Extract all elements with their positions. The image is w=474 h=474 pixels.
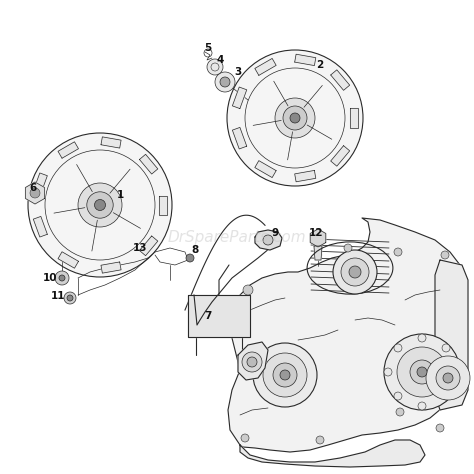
- Text: 5: 5: [204, 43, 211, 53]
- Circle shape: [384, 368, 392, 376]
- Circle shape: [417, 367, 427, 377]
- Circle shape: [442, 344, 450, 352]
- Circle shape: [384, 334, 460, 410]
- Circle shape: [290, 113, 300, 123]
- Polygon shape: [240, 440, 425, 467]
- Circle shape: [452, 368, 460, 376]
- Polygon shape: [295, 54, 316, 65]
- Circle shape: [344, 244, 352, 252]
- Circle shape: [442, 392, 450, 400]
- Text: 8: 8: [191, 245, 199, 255]
- Polygon shape: [101, 262, 121, 273]
- Text: 13: 13: [133, 243, 147, 253]
- Polygon shape: [331, 146, 350, 166]
- Circle shape: [55, 271, 69, 285]
- Circle shape: [227, 50, 363, 186]
- Circle shape: [94, 200, 106, 210]
- Polygon shape: [255, 58, 276, 75]
- Polygon shape: [232, 87, 247, 109]
- Circle shape: [78, 183, 122, 227]
- Text: 4: 4: [216, 55, 224, 65]
- Text: 7: 7: [204, 311, 212, 321]
- Polygon shape: [331, 70, 350, 91]
- Polygon shape: [435, 260, 468, 410]
- Polygon shape: [255, 161, 276, 178]
- Polygon shape: [33, 173, 47, 193]
- Circle shape: [243, 285, 253, 295]
- Text: 1: 1: [117, 190, 124, 200]
- Circle shape: [441, 251, 449, 259]
- Circle shape: [436, 366, 460, 390]
- Polygon shape: [232, 128, 247, 149]
- Polygon shape: [139, 236, 158, 255]
- Circle shape: [59, 275, 65, 281]
- Polygon shape: [238, 342, 268, 380]
- Text: 6: 6: [29, 183, 36, 193]
- Polygon shape: [310, 229, 326, 247]
- Circle shape: [186, 254, 194, 262]
- Text: 2: 2: [316, 60, 324, 70]
- Circle shape: [349, 266, 361, 278]
- Circle shape: [394, 392, 402, 400]
- Polygon shape: [101, 137, 121, 148]
- Polygon shape: [26, 182, 45, 204]
- Circle shape: [333, 250, 377, 294]
- Polygon shape: [255, 230, 282, 250]
- Circle shape: [64, 292, 76, 304]
- Polygon shape: [33, 217, 47, 237]
- Circle shape: [436, 424, 444, 432]
- Circle shape: [396, 408, 404, 416]
- Text: 9: 9: [272, 228, 279, 238]
- Circle shape: [275, 98, 315, 138]
- Polygon shape: [58, 142, 79, 158]
- Circle shape: [394, 344, 402, 352]
- Text: 11: 11: [51, 291, 65, 301]
- Polygon shape: [139, 155, 158, 174]
- Circle shape: [28, 133, 172, 277]
- Circle shape: [418, 402, 426, 410]
- Text: DrSpareParts.com: DrSpareParts.com: [168, 229, 306, 245]
- Circle shape: [220, 77, 230, 87]
- Polygon shape: [314, 246, 322, 260]
- Polygon shape: [58, 252, 79, 268]
- Circle shape: [273, 363, 297, 387]
- Circle shape: [397, 347, 447, 397]
- Circle shape: [394, 248, 402, 256]
- Circle shape: [215, 72, 235, 92]
- Circle shape: [247, 357, 257, 367]
- Circle shape: [87, 192, 113, 218]
- Circle shape: [418, 334, 426, 342]
- Polygon shape: [350, 108, 358, 128]
- Circle shape: [316, 436, 324, 444]
- Circle shape: [426, 356, 470, 400]
- Polygon shape: [228, 218, 462, 452]
- Circle shape: [241, 434, 249, 442]
- Text: 12: 12: [309, 228, 323, 238]
- Circle shape: [207, 59, 223, 75]
- Circle shape: [242, 352, 262, 372]
- Circle shape: [263, 235, 273, 245]
- Circle shape: [280, 370, 290, 380]
- Circle shape: [341, 258, 369, 286]
- Circle shape: [283, 106, 307, 130]
- Circle shape: [67, 295, 73, 301]
- Polygon shape: [159, 195, 167, 215]
- Circle shape: [410, 360, 434, 384]
- Text: 3: 3: [234, 67, 242, 77]
- Circle shape: [263, 353, 307, 397]
- Text: 10: 10: [43, 273, 57, 283]
- Circle shape: [443, 373, 453, 383]
- Circle shape: [253, 343, 317, 407]
- Polygon shape: [188, 295, 250, 337]
- Circle shape: [30, 188, 40, 198]
- Polygon shape: [295, 171, 316, 182]
